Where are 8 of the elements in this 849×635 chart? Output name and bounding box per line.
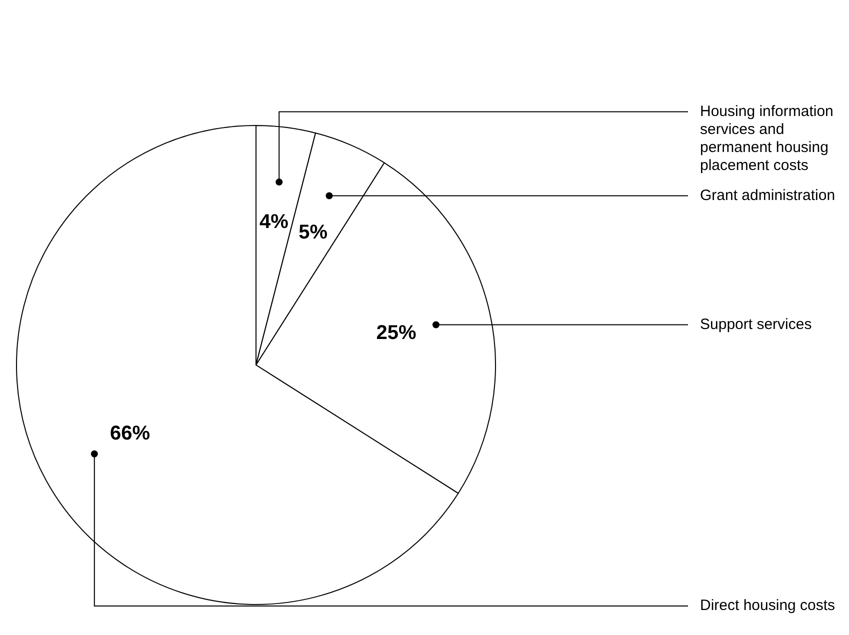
slice-label: Direct housing costs — [700, 597, 836, 614]
data-label: 4% — [260, 210, 289, 233]
data-label: 5% — [298, 222, 328, 244]
slice-label: Support services — [700, 316, 812, 333]
data-label: 25% — [376, 322, 416, 344]
data-label: 66% — [110, 422, 150, 445]
slice-label: Housing information services and permanent housing placement costs — [700, 102, 834, 174]
slice-label: Grant administration — [700, 186, 836, 204]
